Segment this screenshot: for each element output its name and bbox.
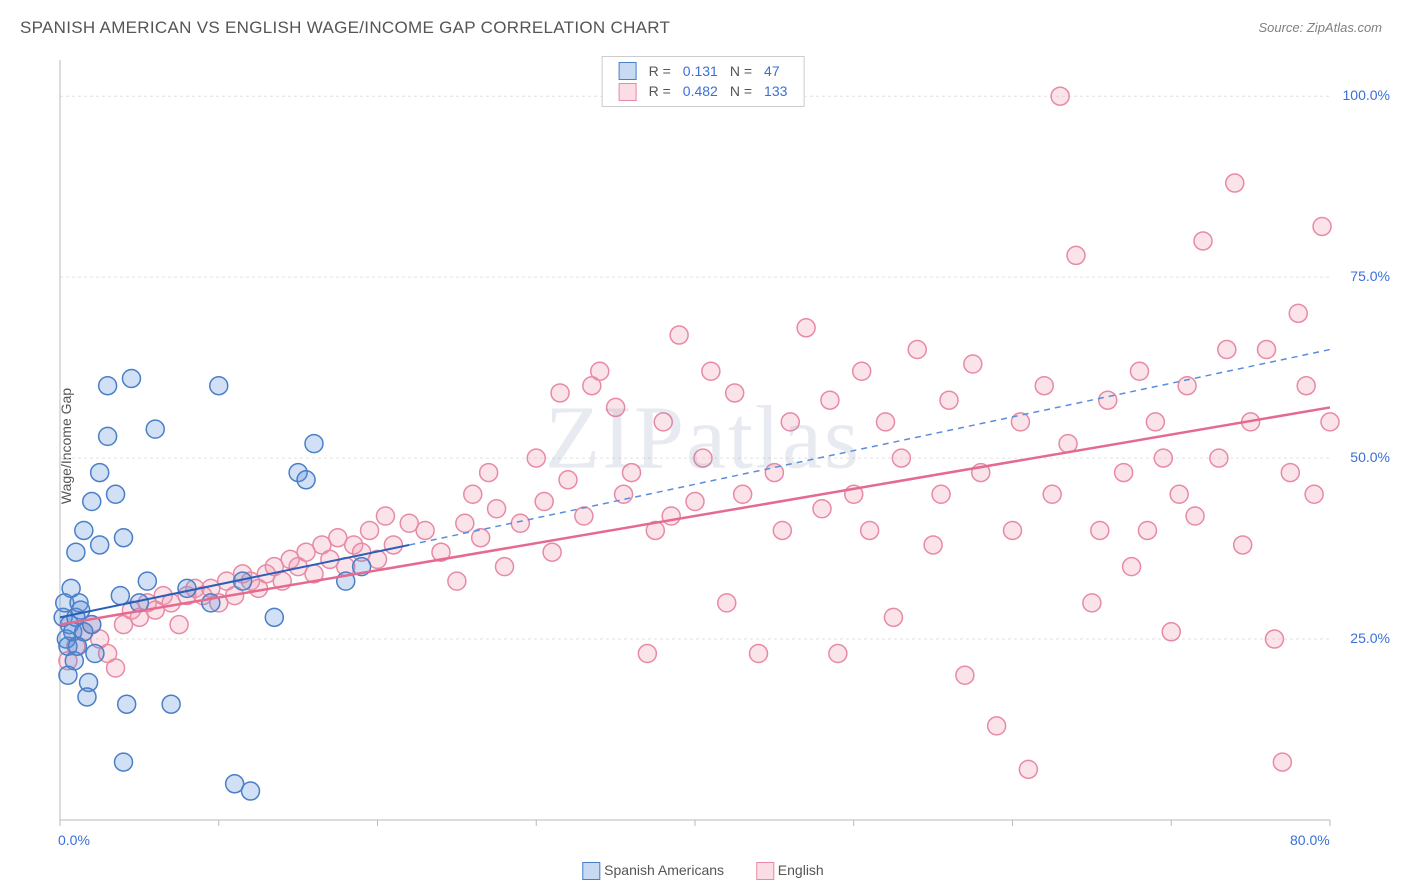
legend-item-spanish: Spanish Americans — [582, 862, 724, 880]
y-tick-label: 100.0% — [1343, 87, 1390, 103]
source-attribution: Source: ZipAtlas.com — [1258, 20, 1382, 35]
y-tick-label: 75.0% — [1350, 268, 1390, 284]
n-label: N = — [724, 81, 758, 101]
x-tick-label: 0.0% — [58, 832, 90, 848]
legend-label-english: English — [778, 862, 824, 878]
n-value-english: 133 — [758, 81, 793, 101]
r-value-english: 0.482 — [677, 81, 724, 101]
n-label: N = — [724, 61, 758, 81]
y-tick-label: 25.0% — [1350, 630, 1390, 646]
legend-row-spanish: R = 0.131 N = 47 — [613, 61, 794, 81]
swatch-english — [756, 862, 774, 880]
r-label: R = — [643, 61, 677, 81]
legend-item-english: English — [756, 862, 824, 880]
r-label: R = — [643, 81, 677, 101]
scatter-plot — [50, 50, 1390, 850]
swatch-spanish — [582, 862, 600, 880]
legend-row-english: R = 0.482 N = 133 — [613, 81, 794, 101]
swatch-spanish — [619, 62, 637, 80]
x-tick-label: 80.0% — [1290, 832, 1330, 848]
y-tick-label: 50.0% — [1350, 449, 1390, 465]
swatch-english — [619, 83, 637, 101]
series-legend: Spanish Americans English — [568, 862, 837, 880]
chart-container: SPANISH AMERICAN VS ENGLISH WAGE/INCOME … — [0, 0, 1406, 892]
chart-title: SPANISH AMERICAN VS ENGLISH WAGE/INCOME … — [20, 18, 670, 38]
r-value-spanish: 0.131 — [677, 61, 724, 81]
legend-label-spanish: Spanish Americans — [604, 862, 724, 878]
n-value-spanish: 47 — [758, 61, 793, 81]
correlation-legend: R = 0.131 N = 47 R = 0.482 N = 133 — [602, 56, 805, 107]
